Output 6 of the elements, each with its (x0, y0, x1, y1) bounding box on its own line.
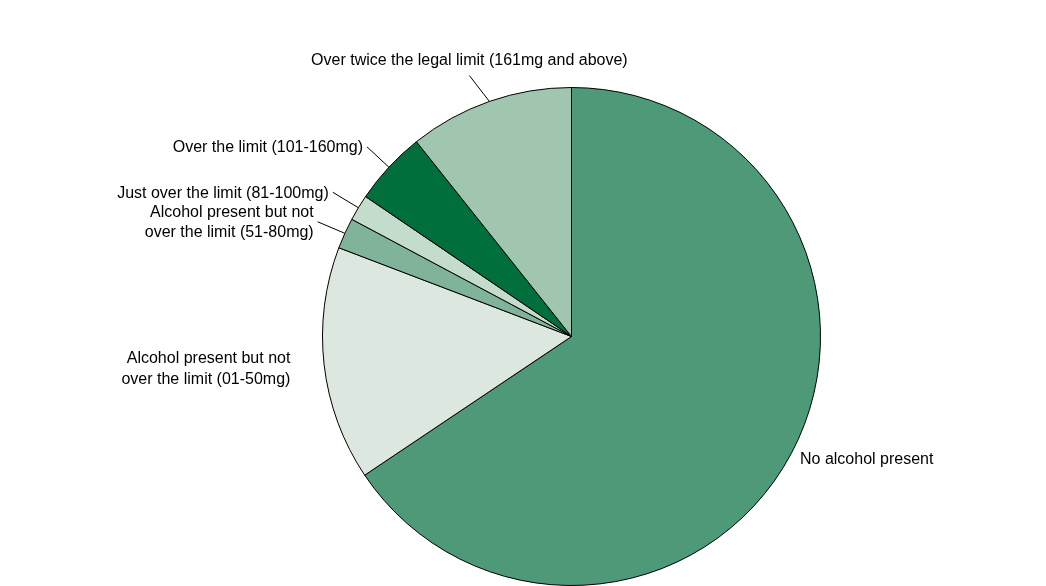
slice-label: Alcohol present but not over the limit (01-50mg) (121, 349, 291, 387)
slice-label: Over the limit (101-160mg) (172, 138, 364, 156)
slice-label: No alcohol present (799, 449, 934, 467)
slice-label: Alcohol present but not over the limit (51-80mg) (144, 203, 315, 241)
slice-label: Over twice the legal limit (161mg and above) (311, 50, 628, 68)
slice-label: Just over the limit (81-100mg) (117, 183, 329, 201)
